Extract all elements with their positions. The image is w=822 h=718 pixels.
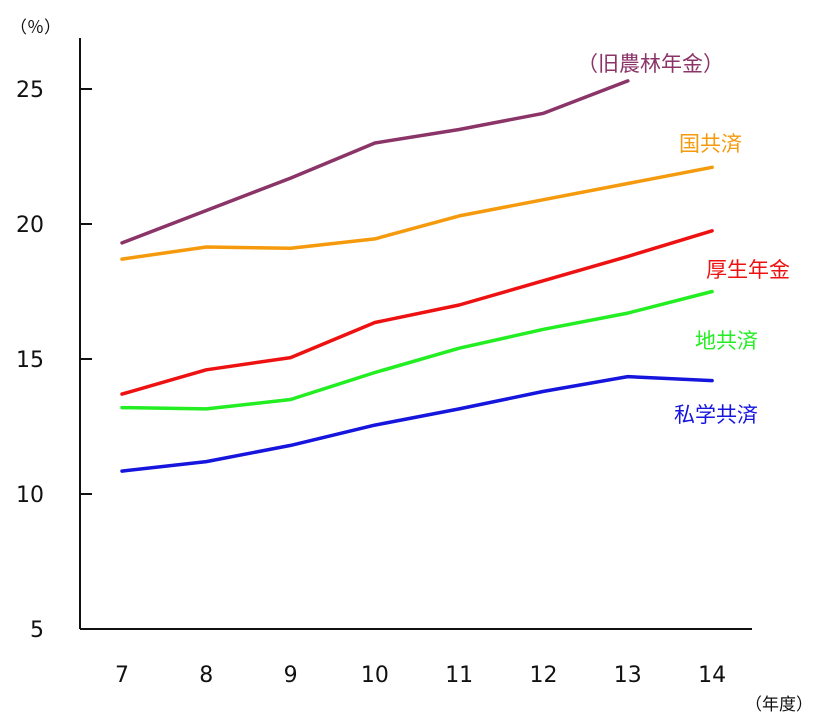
x-tick-label: 14 [698,663,726,688]
x-tick-label: 8 [199,663,213,688]
series-line [120,165,714,261]
x-tick-label: 13 [614,663,642,688]
series-line [120,374,714,473]
x-tick-label: 7 [115,663,129,688]
y-unit-label: （％） [10,18,61,38]
series-line [120,289,714,411]
series-lines [120,79,714,473]
x-tick-label: 12 [530,663,558,688]
x-unit-label: （年度） [745,695,813,715]
series-label: 地共済 [695,329,758,353]
y-tick-label: 20 [16,213,44,238]
y-tick-label: 25 [16,78,44,103]
y-tick-labels: 5 10 15 20 25 [16,78,92,643]
y-tick-label: 10 [16,483,44,508]
series-label: 私学共済 [674,403,758,427]
x-tick-label: 11 [445,663,473,688]
series-line [120,229,714,396]
series-label: （旧農林年金） [577,52,724,76]
x-tick-label: 10 [361,663,389,688]
series-line [120,79,630,245]
y-tick-label: 5 [30,618,44,643]
y-tick-label: 15 [16,348,44,373]
x-tick-labels: 7 8 9 10 11 12 13 14 [115,663,726,688]
series-label: 国共済 [679,132,742,156]
x-tick-label: 9 [284,663,298,688]
series-label: 厚生年金 [706,258,790,282]
